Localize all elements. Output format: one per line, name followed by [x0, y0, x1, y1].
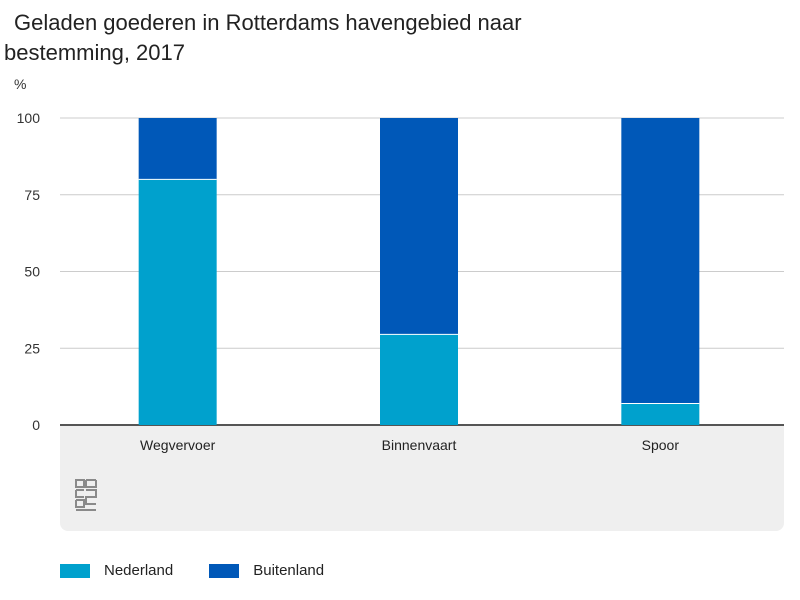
legend-item-buitenland: Buitenland [209, 562, 324, 579]
bar-wegvervoer-nederland [138, 179, 217, 425]
bar-binnenvaart-buitenland [380, 118, 458, 335]
bar-binnenvaart-nederland [380, 334, 458, 425]
x-tick-label-spoor: Spoor [642, 437, 680, 453]
y-tick-label-100: 100 [17, 110, 41, 126]
y-tick-label-0: 0 [32, 417, 40, 433]
bar-spoor-nederland [621, 403, 700, 425]
legend-item-nederland: Nederland [60, 562, 173, 579]
y-axis-unit-label: % [14, 76, 27, 92]
legend-label-buitenland: Buitenland [253, 562, 325, 579]
legend-swatch-buitenland [209, 563, 240, 578]
y-tick-label-50: 50 [24, 264, 40, 280]
x-tick-label-wegvervoer: Wegvervoer [140, 437, 216, 453]
y-tick-label-75: 75 [24, 187, 40, 203]
cbs-logo-text: cbs [0, 0, 2, 1]
x-tick-label-binnenvaart: Binnenvaart [382, 437, 457, 453]
bar-wegvervoer-buitenland [138, 118, 217, 180]
cbs-logo-icon [75, 479, 97, 511]
legend-swatch-nederland [60, 563, 90, 578]
x-axis-footer-band-top [60, 425, 784, 437]
bar-spoor-buitenland [621, 118, 700, 404]
legend-label-nederland: Nederland [104, 562, 174, 579]
x-axis-footer-band [60, 425, 784, 531]
legend: Nederland Buitenland [60, 562, 360, 579]
chart-title: Geladen goederen in Rotterdams havengebi… [4, 10, 522, 65]
y-tick-label-25: 25 [24, 340, 40, 356]
chart-canvas: Wegvervoer Binnenvaart Spoor 0 25 50 75 100 cb… [0, 0, 784, 531]
